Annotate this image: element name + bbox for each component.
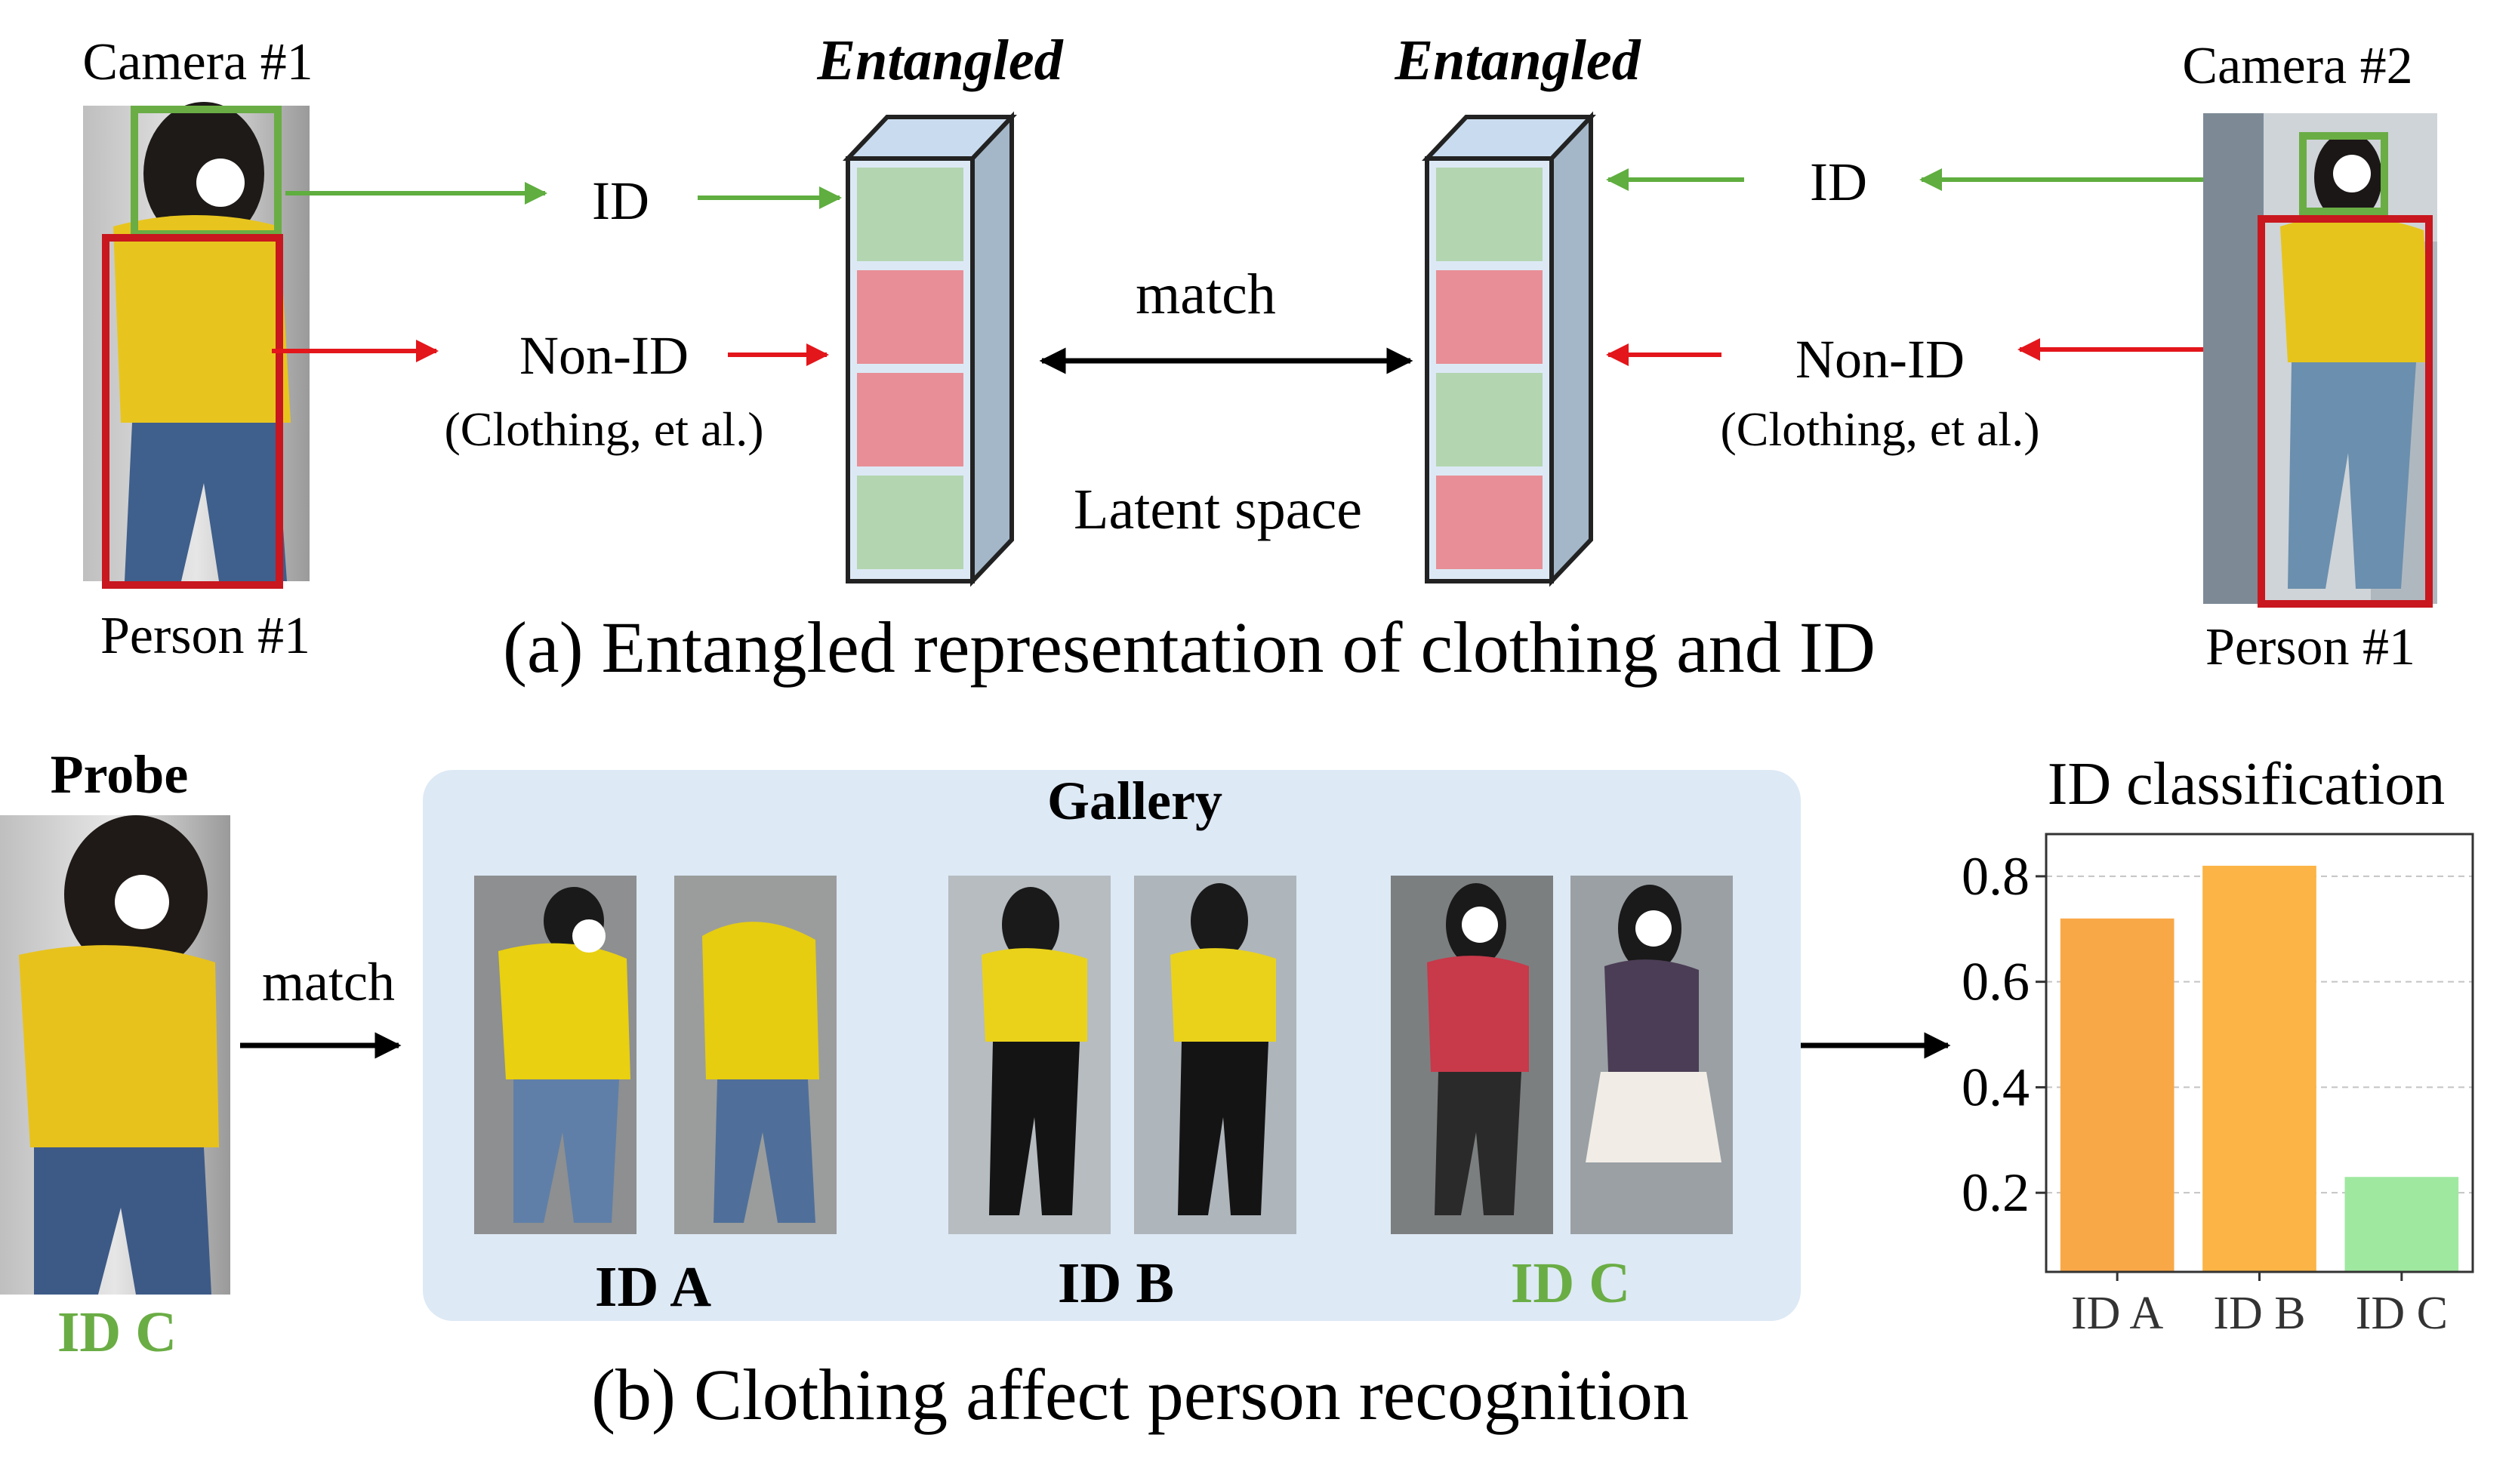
gallery-image-a2 [674, 876, 837, 1234]
gallery-group-label-a: ID A [595, 1255, 711, 1319]
entangled-left-label: Entangled [816, 29, 1063, 92]
chart-xtick-label: ID B [2213, 1288, 2305, 1339]
chart-bar [2060, 918, 2174, 1272]
camera2-person-image [2203, 113, 2437, 604]
clothing-left-label: (Clothing, et al.) [444, 402, 763, 456]
camera1-person-image [83, 102, 310, 581]
latent-space-label: Latent space [1074, 478, 1362, 541]
gallery-label: Gallery [1047, 771, 1222, 831]
part-a: Camera #1 Person #1 ID Non-ID (Clothing,… [82, 29, 2437, 688]
chart-ytick-label: 0.4 [1962, 1057, 2030, 1117]
gallery-image-c2 [1570, 876, 1733, 1234]
gallery-group-label-b: ID B [1058, 1252, 1174, 1315]
gallery-image-b2 [1134, 876, 1296, 1234]
chart-plot-frame [2045, 833, 2474, 1273]
camera2-nonid-box [2258, 215, 2433, 608]
camera1-label: Camera #1 [82, 33, 313, 91]
caption-b: (b) Clothing affect person recognition [591, 1354, 1689, 1435]
probe-label: Probe [51, 744, 189, 805]
probe-image [0, 815, 230, 1295]
gallery-image-b1 [948, 876, 1111, 1234]
camera1-nonid-box [102, 234, 283, 589]
chart-title: ID classification [2048, 751, 2445, 817]
chart-ytick-label: 0.2 [1962, 1162, 2030, 1223]
camera2-id-box [2299, 132, 2388, 215]
right-box-cell-green [1436, 168, 1543, 261]
left-box-cell-green [857, 168, 963, 261]
left-box-cell-green [857, 476, 963, 569]
left-box-cell-red [857, 270, 963, 364]
chart-ytick-label: 0.6 [1962, 952, 2030, 1012]
part-b: Probe ID C match Gallery ID A [0, 744, 2474, 1435]
entangled-box-left [843, 111, 1017, 587]
gallery-group-label-c: ID C [1511, 1252, 1630, 1315]
id-right-label: ID [1810, 152, 1867, 212]
chart-bar [2202, 865, 2316, 1272]
id-left-label: ID [592, 171, 649, 231]
chart-bar [2344, 1177, 2459, 1272]
left-box-cell-red [857, 373, 963, 466]
right-box-cell-red [1436, 476, 1543, 569]
probe-id-label: ID C [57, 1301, 177, 1364]
chart-xtick-label: ID A [2071, 1288, 2164, 1339]
nonid-right-label: Non-ID [1795, 329, 1965, 389]
right-box-cell-red [1436, 270, 1543, 364]
entangled-box-right [1422, 111, 1596, 587]
gallery-image-c1 [1391, 876, 1553, 1234]
right-box-cell-green [1436, 373, 1543, 466]
camera2-label: Camera #2 [2182, 37, 2412, 95]
chart-ytick-label: 0.8 [1962, 846, 2030, 907]
gallery-image-a1 [474, 876, 636, 1234]
match-label-a: match [1136, 263, 1276, 326]
caption-a: (a) Entangled representation of clothing… [503, 607, 1876, 688]
nonid-left-label: Non-ID [519, 325, 689, 386]
chart-xtick-label: ID C [2356, 1288, 2448, 1339]
match-label-b: match [262, 952, 395, 1012]
person-left-label: Person #1 [100, 607, 310, 665]
id-classification-chart: ID classification 0.2 0.4 0.6 0.8 ID A ID B I… [1962, 751, 2474, 1339]
entangled-right-label: Entangled [1394, 29, 1641, 92]
clothing-right-label: (Clothing, et al.) [1720, 402, 2039, 456]
person-right-label: Person #1 [2205, 618, 2415, 676]
